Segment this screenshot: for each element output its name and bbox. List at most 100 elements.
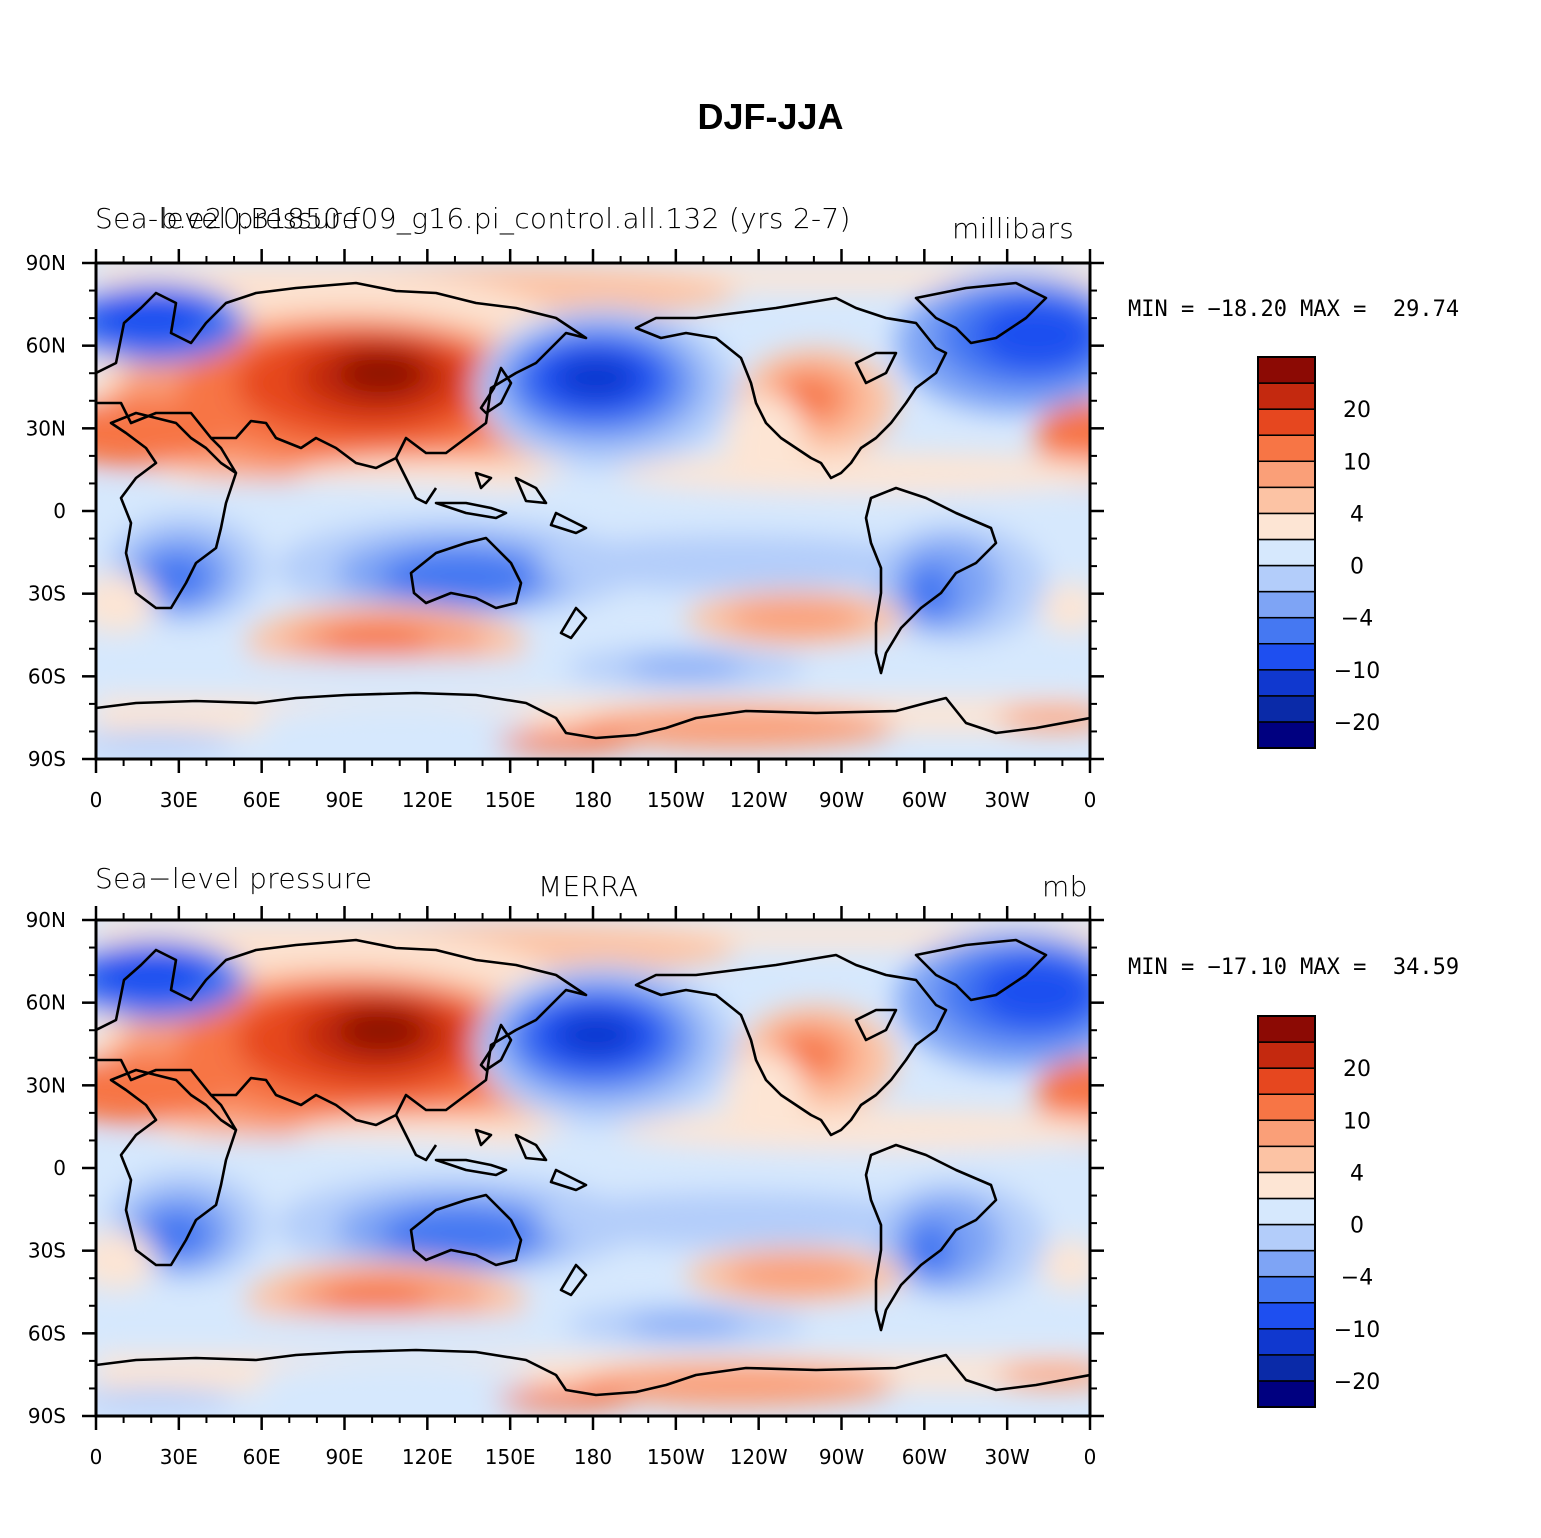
panel2-colorbar-label: 10 <box>1343 1109 1371 1134</box>
panel1-xtick-label: 60E <box>243 788 281 812</box>
panel2-colorbar-swatch <box>1257 1041 1316 1069</box>
panel1-xtick-label: 60W <box>902 788 947 812</box>
panel2-ytick-label: 30S <box>28 1239 66 1263</box>
panel1-xtick-label: 150W <box>647 788 705 812</box>
panel1-colorbar-label: 4 <box>1350 502 1364 527</box>
panel2-colorbar-label: 0 <box>1350 1214 1364 1239</box>
panel1-xtick-label: 120W <box>730 788 788 812</box>
panel2-colorbar-swatch <box>1257 1119 1316 1148</box>
panel2-xtick-label: 60E <box>243 1445 281 1469</box>
panel2-xtick-label: 30E <box>160 1445 198 1469</box>
panel2-colorbar-swatch <box>1257 1171 1316 1200</box>
panel2-colorbar-swatch <box>1257 1223 1316 1252</box>
panel1-xtick-label: 0 <box>1084 788 1097 812</box>
panel1-colorbar-swatch <box>1257 356 1316 384</box>
panel2-colorbar-label: −4 <box>1341 1266 1373 1291</box>
panel2-xtick-label: 30W <box>985 1445 1030 1469</box>
panel2-ytick-label: 60N <box>26 991 66 1015</box>
panel1-colorbar-swatch <box>1257 382 1316 410</box>
panel1-colorbar-swatch <box>1257 590 1316 619</box>
panel1-map: 0 30E 60E 90E 120E 150E 180 150W 120W 90W 60W 30W 09… <box>26 249 1104 812</box>
panel1-colorbar-swatch <box>1257 695 1316 723</box>
panel1-center-title: b.e20.B1850.f09_g16.pi_control.all.132 (… <box>160 202 851 235</box>
panel2-ytick-label: 60S <box>28 1321 66 1345</box>
panel1-colorbar-swatch <box>1257 408 1316 436</box>
panel2-ytick-label: 0 <box>53 1156 66 1180</box>
panel1-colorbar-label: −4 <box>1341 607 1373 632</box>
panel1-left-title: Sea-level pressure <box>95 202 360 235</box>
panel1-colorbar-swatch <box>1257 564 1316 593</box>
panel2-colorbar-swatch <box>1257 1093 1316 1122</box>
panel2-colorbar-swatch <box>1257 1275 1316 1304</box>
panel2-xtick-label: 90E <box>325 1445 363 1469</box>
panel1-colorbar-label: 10 <box>1343 450 1371 475</box>
panel1-xtick-label: 30W <box>985 788 1030 812</box>
panel1-ytick-label: 30N <box>26 416 66 440</box>
panel1-axes: 0 30E 60E 90E 120E 150E 180 150W 120W 90W 60W 30W 09… <box>26 249 1104 812</box>
panel1-xtick-label: 90W <box>819 788 864 812</box>
panel1-colorbar-swatch <box>1257 434 1316 463</box>
panel1-colorbar: 20 10 4 0 −4 −10 −20 <box>1257 356 1380 749</box>
panel2-colorbar-label: −10 <box>1334 1318 1380 1343</box>
panel2-colorbar-swatch <box>1257 1145 1316 1174</box>
panel2-colorbar-label: −20 <box>1334 1370 1380 1395</box>
panel1-xtick-label: 150E <box>485 788 536 812</box>
panel1-colorbar-label: 0 <box>1350 555 1364 580</box>
panel1-colorbar-swatch <box>1257 486 1316 515</box>
panel1-ytick-label: 90N <box>26 251 66 275</box>
panel2-axes: 0 30E 60E 90E 120E 150E 180 150W 120W 90W 60W 30W 0 9… <box>26 906 1104 1469</box>
panel1-xtick-label: 0 <box>90 788 103 812</box>
panel2-colorbar-swatch <box>1257 1015 1316 1043</box>
panel1-ytick-label: 30S <box>28 582 66 606</box>
panel2-xtick-label: 60W <box>902 1445 947 1469</box>
panel1-ytick-label: 90S <box>28 747 66 771</box>
panel1-colorbar-swatch <box>1257 642 1316 671</box>
panel1-xtick-label: 180 <box>574 788 612 812</box>
panel2-xtick-label: 90W <box>819 1445 864 1469</box>
panel1-units: millibars <box>952 212 1075 245</box>
panel2-colorbar: 20 10 4 0 −4 −10 −20 <box>1257 1015 1380 1408</box>
panel2-xtick-label: 120W <box>730 1445 788 1469</box>
panel1-colorbar-swatch <box>1257 538 1316 567</box>
panel2-colorbar-label: 4 <box>1350 1161 1364 1186</box>
panel1-xtick-label: 120E <box>402 788 453 812</box>
panel2-xtick-label: 180 <box>574 1445 612 1469</box>
panel1-ytick-label: 0 <box>53 499 66 523</box>
panel1-xtick-label: 90E <box>325 788 363 812</box>
panel2-xtick-label: 150E <box>485 1445 536 1469</box>
panel2-xtick-label: 150W <box>647 1445 705 1469</box>
panel1-colorbar-swatch <box>1257 616 1316 645</box>
panel1-min-max: MIN = −18.20 MAX = 29.74 <box>1128 297 1460 322</box>
panel2-ytick-label: 90S <box>28 1404 66 1428</box>
panel2-colorbar-frame <box>1257 1015 1316 1408</box>
panel2-xtick-label: 120E <box>402 1445 453 1469</box>
panel2-colorbar-swatch <box>1257 1067 1316 1095</box>
panel1-colorbar-frame <box>1257 356 1316 749</box>
panel2-colorbar-swatch <box>1257 1197 1316 1226</box>
panel2-colorbar-swatch <box>1257 1328 1316 1356</box>
panel2-colorbar-swatch <box>1257 1249 1316 1278</box>
panel2-colorbar-label: 20 <box>1343 1057 1371 1082</box>
panel2-units: mb <box>1042 870 1088 903</box>
panel1-colorbar-label: −20 <box>1334 711 1380 736</box>
panel2-colorbar-swatch <box>1257 1301 1316 1330</box>
panel1-ytick-label: 60N <box>26 334 66 358</box>
panel2-xtick-label: 0 <box>1084 1445 1097 1469</box>
panel1-colorbar-label: 20 <box>1343 398 1371 423</box>
panel2-map: 0 30E 60E 90E 120E 150E 180 150W 120W 90W 60W 30W 0 9… <box>26 906 1104 1469</box>
panel2-min-max: MIN = −17.10 MAX = 34.59 <box>1128 955 1460 980</box>
figure-title: DJF-JJA <box>697 96 844 137</box>
panel2-left-title: Sea−level pressure <box>95 862 373 895</box>
panel1-ytick-label: 60S <box>28 664 66 688</box>
panel1-colorbar-swatch <box>1257 460 1316 489</box>
panel2-colorbar-swatch <box>1257 1354 1316 1382</box>
panel2-center-title: MERRA <box>538 870 639 903</box>
panel1-colorbar-label: −10 <box>1334 659 1380 684</box>
panel2-ytick-label: 30N <box>26 1073 66 1097</box>
panel2-ytick-label: 90N <box>26 908 66 932</box>
panel1-colorbar-swatch <box>1257 669 1316 697</box>
panel1-xtick-label: 30E <box>160 788 198 812</box>
panel1-colorbar-swatch <box>1257 721 1316 749</box>
panel1-colorbar-swatch <box>1257 512 1316 541</box>
